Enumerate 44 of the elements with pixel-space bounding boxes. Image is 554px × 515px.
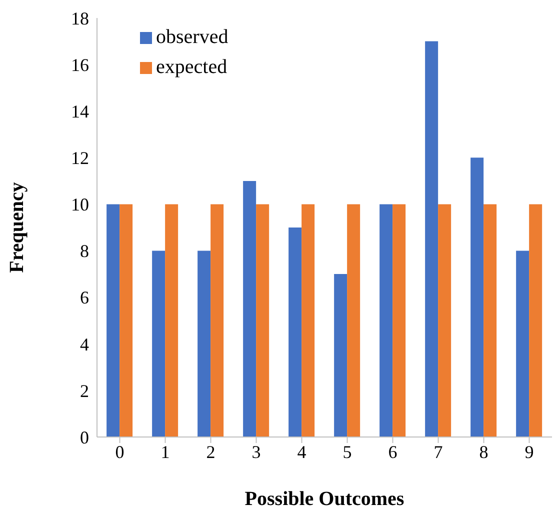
bar bbox=[484, 204, 497, 437]
bar bbox=[198, 250, 211, 437]
bar bbox=[438, 204, 452, 437]
bar bbox=[106, 204, 120, 437]
bar bbox=[210, 204, 224, 437]
x-tick-label: 7 bbox=[434, 442, 443, 462]
bar bbox=[516, 250, 530, 437]
y-tick-label: 16 bbox=[71, 54, 89, 75]
bar bbox=[347, 204, 360, 437]
legend-label: observed bbox=[156, 26, 228, 48]
y-tick-label: 14 bbox=[71, 102, 89, 122]
x-tick-label: 0 bbox=[115, 442, 124, 462]
bar bbox=[470, 158, 484, 437]
y-tick-label: 12 bbox=[71, 148, 89, 168]
bar bbox=[334, 274, 348, 437]
x-tick-label: 5 bbox=[342, 442, 352, 462]
bar bbox=[165, 204, 178, 437]
bar bbox=[529, 204, 542, 437]
y-tick-label: 10 bbox=[71, 194, 89, 215]
x-tick-label: 1 bbox=[160, 442, 170, 462]
bar bbox=[392, 204, 406, 437]
x-axis-title: Possible Outcomes bbox=[244, 488, 404, 510]
bar bbox=[243, 180, 256, 437]
y-tick-label: 8 bbox=[80, 241, 89, 262]
x-tick-label: 9 bbox=[524, 442, 534, 462]
bar bbox=[288, 228, 302, 437]
legend-label: expected bbox=[156, 56, 228, 78]
y-tick-label: 2 bbox=[80, 380, 89, 401]
bar bbox=[302, 204, 315, 437]
x-tick-label: 6 bbox=[388, 442, 398, 462]
x-tick-label: 8 bbox=[479, 442, 488, 462]
y-tick-label: 4 bbox=[80, 334, 89, 354]
bar bbox=[152, 250, 166, 437]
y-tick-label: 6 bbox=[80, 288, 89, 308]
bar bbox=[380, 204, 393, 437]
bar bbox=[120, 204, 133, 437]
x-tick-label: 2 bbox=[206, 442, 216, 462]
y-axis-title: Frequency bbox=[6, 182, 28, 273]
bar bbox=[256, 204, 270, 437]
x-tick-label: 3 bbox=[252, 442, 261, 462]
x-tick-label: 4 bbox=[297, 442, 306, 462]
y-tick-label: 18 bbox=[71, 8, 89, 28]
bar bbox=[425, 41, 438, 437]
y-tick-label: 0 bbox=[80, 427, 89, 448]
